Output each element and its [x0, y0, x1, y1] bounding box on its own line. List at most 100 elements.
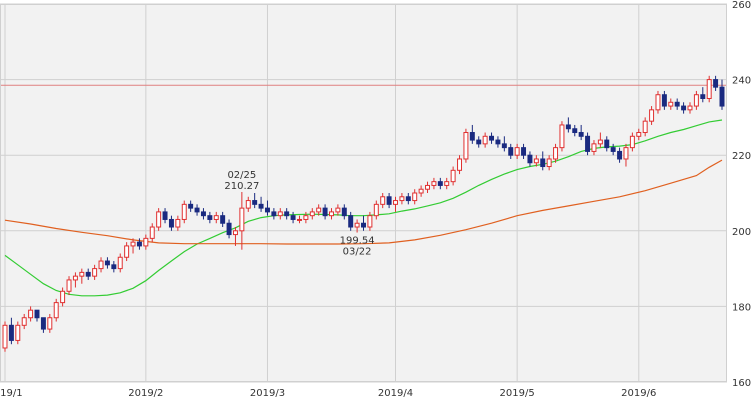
- candle-body-down: [405, 196, 411, 202]
- candle-body-up: [124, 245, 130, 258]
- candle-body-down: [290, 215, 296, 220]
- candlestick: [239, 191, 245, 250]
- candlestick: [104, 257, 110, 269]
- candle-body-up: [591, 143, 597, 152]
- candle-body-up: [329, 211, 334, 217]
- candle-body-up: [175, 218, 181, 228]
- candle-body-down: [264, 207, 270, 213]
- candle-body-down: [661, 94, 667, 107]
- candlestick: [533, 155, 539, 167]
- candlestick: [687, 102, 693, 114]
- candlestick: [72, 272, 78, 288]
- candlestick: [136, 238, 142, 250]
- candle-body-up: [425, 184, 431, 190]
- candlestick: [194, 204, 200, 216]
- candle-body-up: [706, 79, 712, 99]
- candlestick: [655, 90, 661, 114]
- candlestick: [85, 268, 91, 280]
- candlestick: [335, 204, 341, 216]
- candle-body-down: [136, 241, 142, 247]
- candlestick: [188, 200, 194, 212]
- candle-body-down: [194, 207, 200, 213]
- candle-body-up: [412, 192, 418, 202]
- candlestick: [623, 143, 629, 167]
- candlestick: [578, 124, 584, 141]
- candlestick: [354, 219, 360, 233]
- candle-body-down: [521, 147, 527, 156]
- high-annotation-value: 210.27: [224, 181, 259, 192]
- candle-body-up: [296, 218, 302, 221]
- candle-body-up: [130, 241, 136, 247]
- candle-body-down: [610, 147, 616, 152]
- candlestick: [361, 215, 366, 231]
- candlestick: [290, 211, 296, 224]
- candle-body-down: [34, 309, 40, 319]
- candle-body-down: [495, 139, 501, 145]
- candlestick: [296, 215, 302, 224]
- candle-body-up: [533, 158, 539, 164]
- candle-body-up: [642, 120, 648, 134]
- candle-body-down: [527, 154, 533, 164]
- candle-body-up: [28, 309, 34, 319]
- candle-body-up: [463, 132, 469, 160]
- candlestick: [124, 242, 130, 262]
- candlestick: [719, 79, 725, 110]
- candlestick: [495, 136, 501, 148]
- candle-body-up: [546, 158, 552, 168]
- candlestick: [668, 98, 674, 110]
- candle-body-down: [437, 181, 443, 186]
- candlestick: [565, 117, 571, 133]
- candlestick: [117, 253, 123, 273]
- candlestick: [713, 75, 719, 91]
- candle-body-up: [399, 196, 405, 202]
- y-tick-label: 180: [732, 302, 751, 313]
- low-annotation-date: 03/22: [343, 247, 372, 258]
- candlestick-layer: [2, 75, 725, 352]
- candle-body-down: [617, 150, 623, 160]
- x-tick-label: 2019/5: [500, 388, 535, 399]
- candle-body-down: [162, 211, 168, 220]
- candlestick: [489, 132, 495, 144]
- candle-body-up: [450, 169, 456, 183]
- y-tick-label: 160: [732, 378, 751, 389]
- plot-border: [0, 4, 727, 382]
- candle-body-down: [104, 260, 110, 266]
- candle-body-down: [540, 158, 546, 168]
- candle-body-down: [252, 200, 258, 205]
- candle-body-down: [700, 94, 706, 100]
- candlestick: [34, 309, 40, 322]
- candlestick: [553, 143, 559, 163]
- candlestick: [572, 124, 578, 137]
- x-tick-label: 2019/6: [621, 388, 656, 399]
- candle-body-up: [303, 215, 309, 220]
- candlestick: [636, 128, 642, 141]
- candle-body-down: [572, 128, 578, 134]
- candlestick: [232, 227, 238, 246]
- candle-body-up: [649, 109, 655, 122]
- candle-body-down: [168, 218, 174, 228]
- candle-body-down: [578, 132, 584, 137]
- candlestick: [476, 136, 482, 148]
- candlestick: [258, 196, 264, 212]
- candlestick: [617, 147, 623, 163]
- candlestick: [521, 143, 527, 159]
- x-tick-label: 2019/1: [0, 388, 23, 399]
- candle-body-up: [444, 181, 450, 186]
- candle-body-up: [354, 222, 360, 228]
- candlestick: [585, 132, 591, 156]
- candlestick: [252, 193, 258, 209]
- candle-body-up: [53, 302, 59, 319]
- candle-body-down: [341, 207, 347, 217]
- candlestick: [642, 117, 648, 137]
- candle-body-down: [674, 101, 680, 107]
- candle-body-down: [508, 147, 514, 156]
- candlestick: [130, 238, 136, 254]
- candle-body-down: [200, 211, 206, 217]
- candle-body-up: [143, 237, 149, 247]
- candlestick: [444, 177, 450, 190]
- candlestick: [367, 211, 373, 231]
- candle-body-up: [514, 147, 520, 156]
